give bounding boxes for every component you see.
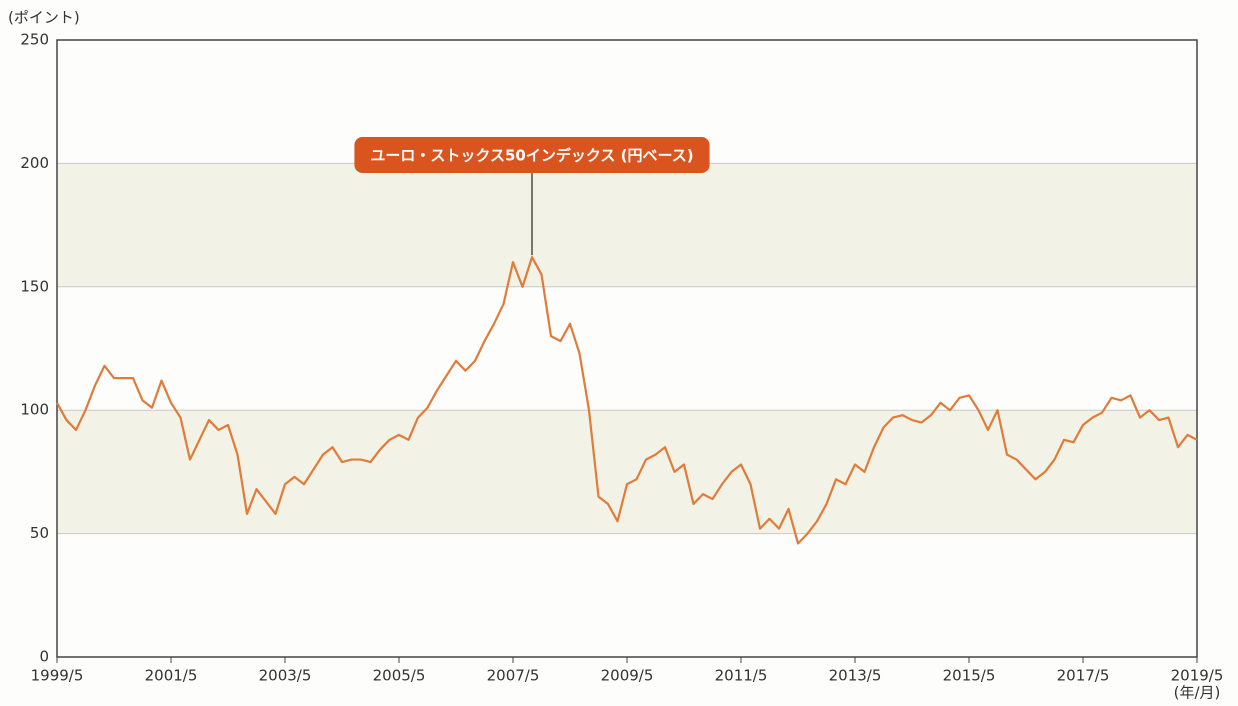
y-tick-label: 0 [39,648,49,666]
y-tick-label: 50 [30,524,49,542]
shaded-band [57,163,1197,287]
line-series [56,256,1198,545]
x-tick-label: 1999/5 [31,667,84,685]
x-tick-label: 2003/5 [259,667,312,685]
x-tick-label: 2009/5 [601,667,654,685]
y-tick-label: 100 [20,401,49,419]
x-tick-label: 2001/5 [145,667,198,685]
x-tick-label: 2015/5 [943,667,996,685]
plot-border [56,39,1198,658]
x-tick-label: 2011/5 [715,667,768,685]
x-tick-label: 2007/5 [487,667,540,685]
y-tick-label: 150 [20,277,49,295]
x-tick-label: 2005/5 [373,667,426,685]
y-tick-label: 200 [20,154,49,172]
annotation-box [354,137,710,173]
y-unit-label: (ポイント) [8,9,80,27]
x-unit-label: (年/月) [1174,684,1221,702]
x-tick-label: 2019/5 [1171,667,1224,685]
annotation-text: ユーロ・ストックス50インデックス (円ベース) [370,147,693,165]
x-tick-label: 2017/5 [1057,667,1110,685]
x-tick-label: 2013/5 [829,667,882,685]
shaded-band [57,410,1197,534]
y-tick-label: 250 [20,31,49,49]
